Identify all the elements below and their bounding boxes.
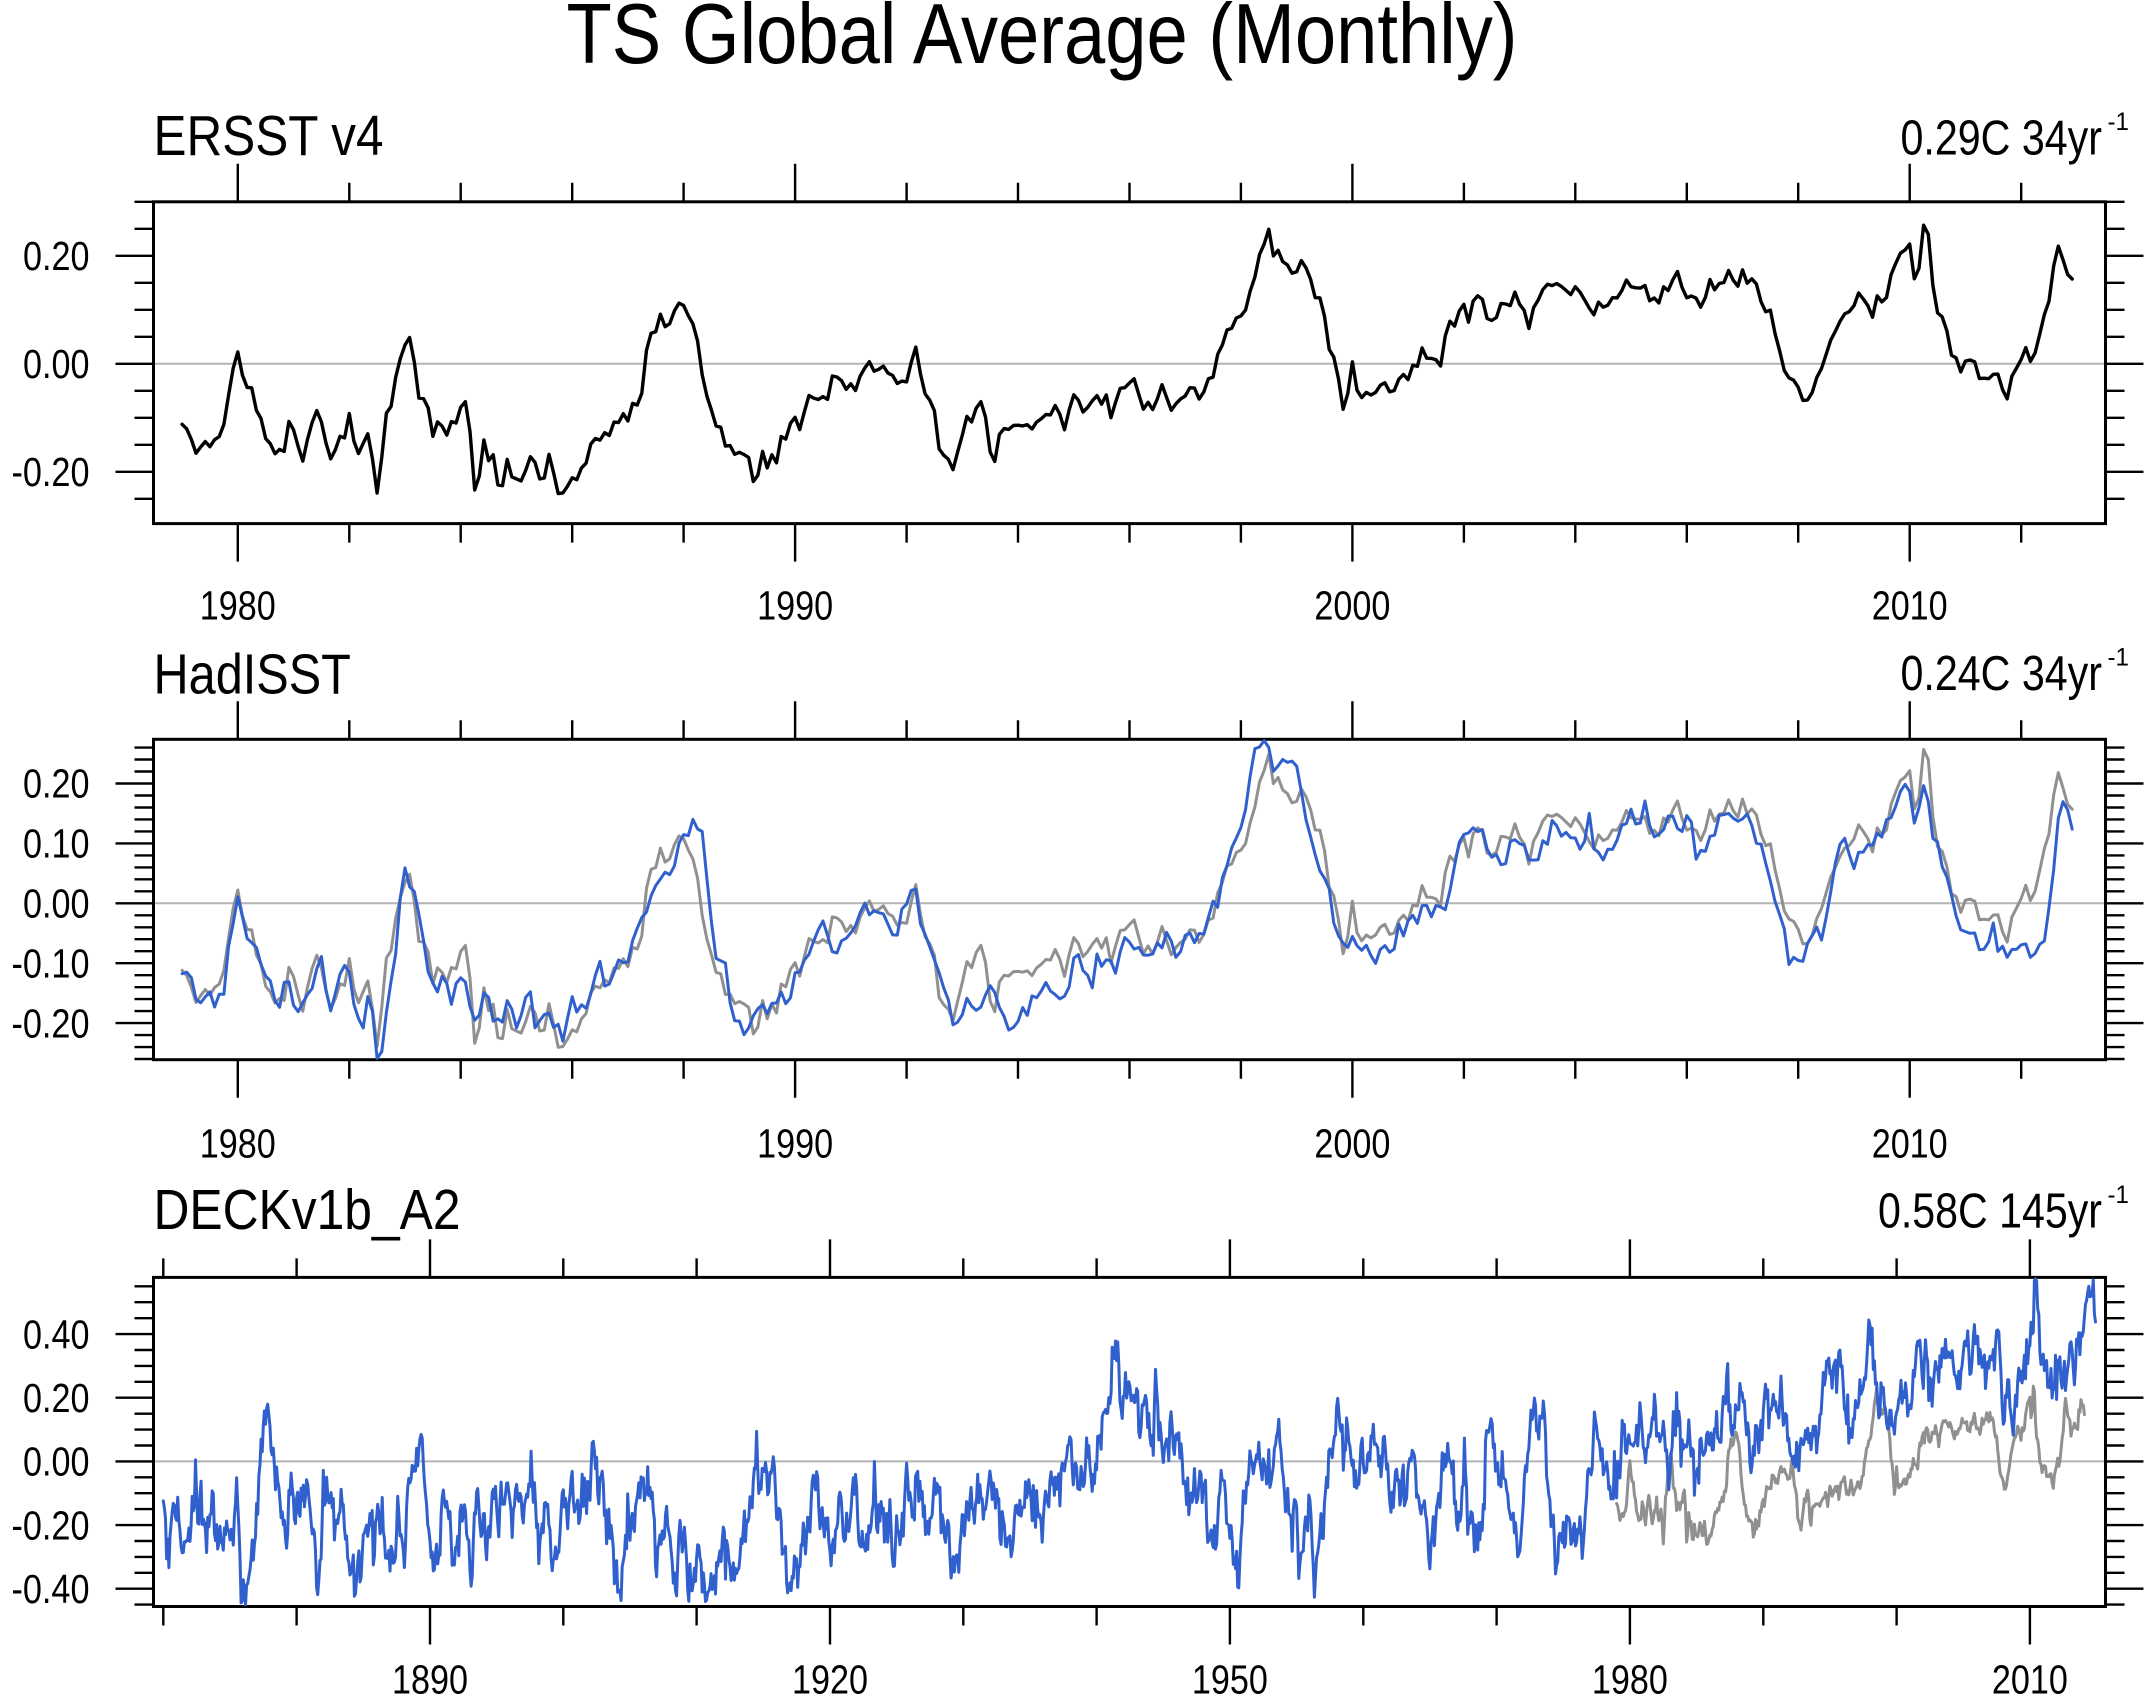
svg-text:0.40: 0.40 [23,1311,90,1357]
svg-text:1990: 1990 [757,1121,833,1167]
svg-text:1980: 1980 [1592,1657,1668,1703]
svg-text:2010: 2010 [1992,1657,2068,1703]
svg-text:0.20: 0.20 [23,233,90,279]
svg-text:0.20: 0.20 [23,761,90,807]
svg-text:0.00: 0.00 [23,341,90,387]
svg-text:0.20: 0.20 [23,1375,90,1421]
svg-text:-0.20: -0.20 [12,1502,90,1548]
svg-text:0.24C 34yr: 0.24C 34yr [1901,647,2103,701]
svg-text:-1: -1 [2108,1181,2130,1209]
svg-text:0.58C 145yr: 0.58C 145yr [1878,1185,2102,1239]
svg-text:2000: 2000 [1314,1121,1390,1167]
svg-text:DECKv1b_A2: DECKv1b_A2 [154,1178,461,1242]
svg-text:1920: 1920 [792,1657,868,1703]
svg-text:1980: 1980 [200,583,276,629]
svg-text:0.29C 34yr: 0.29C 34yr [1901,111,2103,165]
svg-text:TS Global Average (Monthly): TS Global Average (Monthly) [567,0,1518,82]
svg-text:-0.20: -0.20 [12,449,90,495]
svg-text:-1: -1 [2108,108,2130,136]
svg-text:-0.20: -0.20 [12,1000,90,1046]
svg-text:2000: 2000 [1314,583,1390,629]
svg-text:ERSST v4: ERSST v4 [154,104,384,168]
svg-text:1980: 1980 [200,1121,276,1167]
svg-text:0.00: 0.00 [23,881,90,927]
svg-text:0.00: 0.00 [23,1439,90,1485]
svg-text:-0.40: -0.40 [12,1566,90,1612]
svg-text:2010: 2010 [1872,1121,1948,1167]
svg-text:2010: 2010 [1872,583,1948,629]
svg-text:HadISST: HadISST [154,643,351,707]
svg-text:-1: -1 [2108,643,2130,671]
svg-text:1950: 1950 [1192,1657,1268,1703]
svg-text:-0.10: -0.10 [12,940,90,986]
svg-text:1990: 1990 [757,583,833,629]
svg-text:0.10: 0.10 [23,821,90,867]
svg-text:1890: 1890 [392,1657,468,1703]
